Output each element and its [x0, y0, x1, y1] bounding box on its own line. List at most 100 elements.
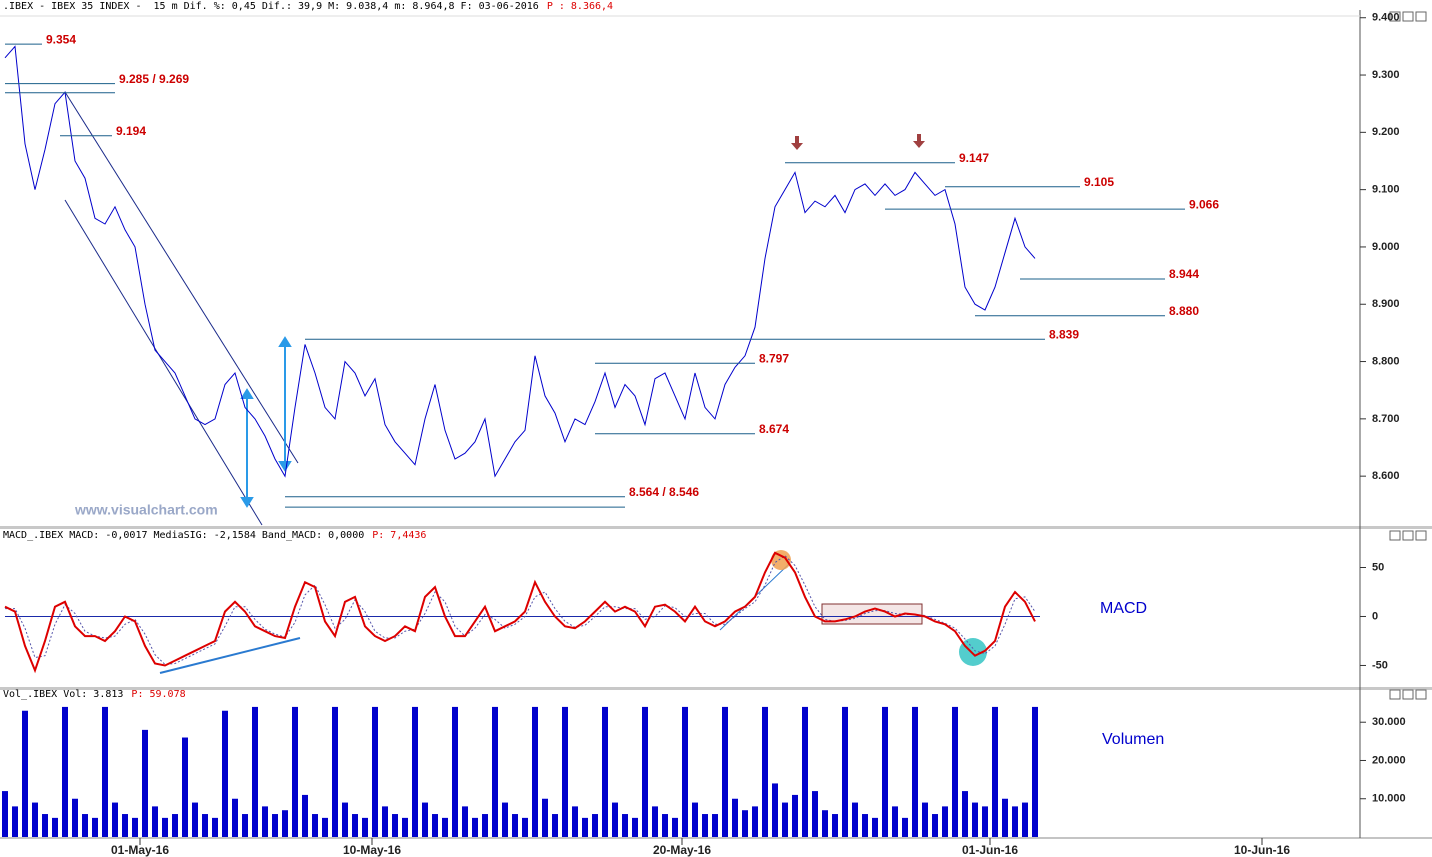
volume-bar	[762, 706, 768, 837]
volume-bar	[482, 814, 488, 837]
volume-bar	[622, 814, 628, 837]
header-price: P: 59.078	[131, 689, 185, 700]
volume-bar	[392, 814, 398, 837]
volume-bar	[462, 806, 468, 837]
volume-bar	[702, 814, 708, 837]
level-label: 8.880	[1169, 304, 1199, 318]
y-tick-label: -50	[1372, 659, 1388, 671]
volume-bar	[132, 817, 138, 837]
volume-bar	[62, 706, 68, 837]
volume-bar	[352, 814, 358, 837]
volume-bar	[572, 806, 578, 837]
volume-bar	[402, 817, 408, 837]
volume-bar	[512, 814, 518, 837]
level-label: 9.066	[1189, 197, 1219, 211]
volume-bar	[972, 802, 978, 837]
level-label: 8.797	[759, 351, 789, 365]
y-tick-label: 8.700	[1372, 413, 1400, 425]
volume-bar	[942, 806, 948, 837]
volume-bar	[242, 814, 248, 837]
y-tick-label: 9.400	[1372, 12, 1400, 24]
highlight-circle	[959, 638, 987, 666]
volume-bar	[552, 814, 558, 837]
volume-bar	[502, 802, 508, 837]
y-tick-label: 8.900	[1372, 298, 1400, 310]
window-buttons[interactable]	[1389, 11, 1427, 700]
volume-bar	[92, 817, 98, 837]
y-tick-label: 30.000	[1372, 716, 1406, 728]
y-tick-label: 9.000	[1372, 241, 1400, 253]
volume-bar	[2, 791, 8, 837]
volume-bar	[112, 802, 118, 837]
volume-bar	[752, 806, 758, 837]
volume-bar	[1022, 802, 1028, 837]
volume-bar	[42, 814, 48, 837]
volume-bar	[982, 806, 988, 837]
volume-bar	[222, 710, 228, 837]
volume-bar	[602, 706, 608, 837]
x-tick-label: 10-Jun-16	[1234, 843, 1290, 857]
y-tick-label: 9.300	[1372, 69, 1400, 81]
volume-bar	[652, 806, 658, 837]
volume-bar	[642, 706, 648, 837]
series-line	[4, 45, 1036, 478]
level-label: 9.285 / 9.269	[119, 72, 189, 86]
plot-layer: .IBEX - IBEX 35 INDEX - 15 m Dif. %: 0,4…	[2, 1, 1406, 857]
level-label: 9.194	[116, 124, 146, 138]
pane-header: Vol_.IBEX Vol: 3.813 P: 59.078	[3, 689, 186, 700]
volume-bar	[372, 706, 378, 837]
volume-bar	[542, 798, 548, 837]
x-tick-label: 01-May-16	[111, 843, 169, 857]
range-arrow	[240, 336, 292, 508]
volume-bar	[452, 706, 458, 837]
x-tick-label: 10-May-16	[343, 843, 401, 857]
volume-bar	[492, 706, 498, 837]
volume-bar	[872, 817, 878, 837]
volume-bar	[672, 817, 678, 837]
volume-bar	[952, 706, 958, 837]
volume-bar	[522, 817, 528, 837]
volume-bar	[332, 706, 338, 837]
volume-bar	[732, 798, 738, 837]
volume-bar	[722, 706, 728, 837]
volume-bar	[682, 706, 688, 837]
watermark: www.visualchart.com	[74, 502, 218, 518]
volume-bar	[842, 706, 848, 837]
header-text: MACD_.IBEX MACD: -0,0017 MediaSIG: -2,15…	[3, 530, 364, 541]
trend-line	[159, 637, 301, 674]
volume-bar	[892, 806, 898, 837]
y-tick-label: 9.100	[1372, 184, 1400, 196]
header-price: P: 7,4436	[372, 530, 426, 541]
volume-bar	[72, 798, 78, 837]
volume-bar	[632, 817, 638, 837]
series-line	[4, 551, 1036, 674]
volume-bar	[1002, 798, 1008, 837]
volume-bar	[772, 783, 778, 837]
volume-bar	[932, 814, 938, 837]
volume-bar	[192, 802, 198, 837]
volume-bar	[962, 791, 968, 837]
volume-bar	[272, 814, 278, 837]
volume-bar	[262, 806, 268, 837]
level-label: 8.674	[759, 422, 789, 436]
volume-bar	[122, 814, 128, 837]
volume-bar	[432, 814, 438, 837]
volume-bar	[422, 802, 428, 837]
y-tick-label: 9.200	[1372, 126, 1400, 138]
volume-bar	[172, 814, 178, 837]
volume-bar	[662, 814, 668, 837]
y-tick-label: 8.600	[1372, 470, 1400, 482]
volume-bar	[182, 737, 188, 837]
volume-bar	[292, 706, 298, 837]
pane-header: MACD_.IBEX MACD: -0,0017 MediaSIG: -2,15…	[3, 530, 426, 541]
volume-bar	[592, 814, 598, 837]
volume-bar	[212, 817, 218, 837]
level-label: 8.944	[1169, 267, 1199, 281]
volume-bar	[362, 817, 368, 837]
volume-bar	[52, 817, 58, 837]
y-tick-label: 8.800	[1372, 355, 1400, 367]
volume-bar	[532, 706, 538, 837]
volume-bar	[832, 814, 838, 837]
volume-bar	[282, 810, 288, 837]
